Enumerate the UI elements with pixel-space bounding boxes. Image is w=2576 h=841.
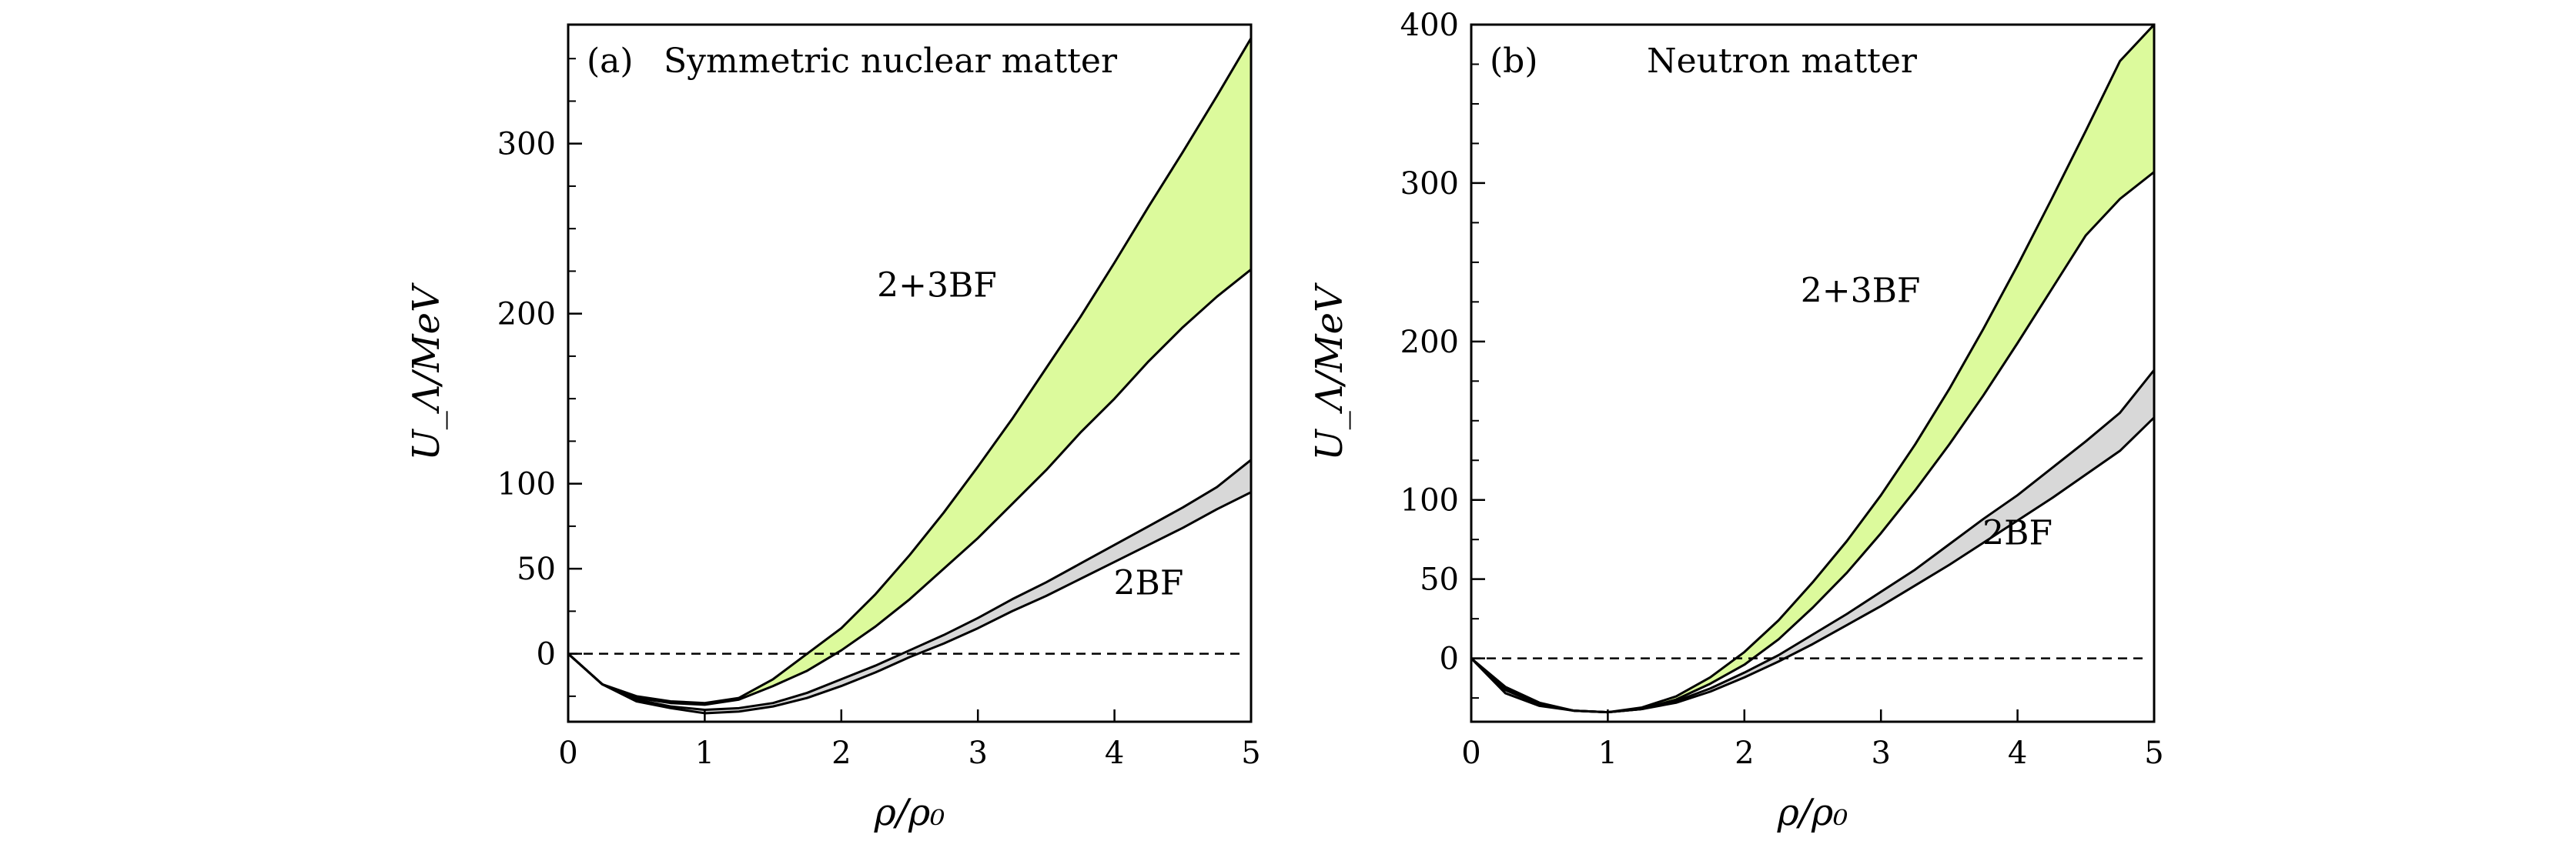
plot-area bbox=[568, 37, 1251, 715]
x-axis-title: ρ/ρ₀ bbox=[874, 791, 945, 834]
x-tick-label: 5 bbox=[1241, 736, 1260, 771]
band-2bf-lower-line bbox=[1471, 416, 2154, 714]
y-axis-title: U_Λ/MeV bbox=[405, 282, 448, 461]
y-tick-label: 100 bbox=[497, 467, 556, 502]
y-tick-label: 400 bbox=[1400, 8, 1459, 43]
y-tick-label: 300 bbox=[497, 127, 556, 162]
y-tick-label: 200 bbox=[497, 297, 556, 332]
band-label-3bf: 2+3BF bbox=[1801, 271, 1921, 310]
x-axis-title: ρ/ρ₀ bbox=[1777, 791, 1848, 834]
y-tick-label: 100 bbox=[1400, 483, 1459, 519]
band-2bf-upper-line bbox=[568, 459, 1251, 712]
x-tick-label: 2 bbox=[831, 736, 851, 771]
band-label-3bf: 2+3BF bbox=[877, 266, 997, 305]
plot-frame bbox=[1470, 23, 2156, 723]
panel-label: (b) bbox=[1490, 42, 1538, 81]
y-tick-label: 50 bbox=[517, 552, 556, 587]
plot-frame bbox=[567, 23, 1253, 723]
x-tick-label: 2 bbox=[1735, 736, 1754, 771]
band-3bf-fill bbox=[568, 38, 1251, 705]
x-tick-label: 3 bbox=[968, 736, 987, 771]
y-axis-title: U_Λ/MeV bbox=[1308, 282, 1351, 461]
band-2bf-lower-line bbox=[568, 491, 1251, 715]
x-tick-label: 1 bbox=[1598, 736, 1618, 771]
y-tick-label: 0 bbox=[1440, 642, 1459, 677]
y-tick-label: 0 bbox=[537, 637, 556, 672]
panel-title: Symmetric nuclear matter bbox=[664, 42, 1118, 81]
y-tick-label: 200 bbox=[1400, 325, 1459, 360]
x-tick-label: 5 bbox=[2144, 736, 2163, 771]
x-tick-label: 3 bbox=[1871, 736, 1890, 771]
x-tick-label: 0 bbox=[558, 736, 577, 771]
band-label-2bf: 2BF bbox=[1982, 513, 2052, 552]
plot-area bbox=[1471, 25, 2154, 714]
panel-label: (a) bbox=[587, 42, 634, 81]
x-tick-label: 0 bbox=[1461, 736, 1480, 771]
x-tick-label: 4 bbox=[2008, 736, 2027, 771]
band-3bf-lower-line bbox=[568, 269, 1251, 706]
x-tick-label: 1 bbox=[695, 736, 714, 771]
x-tick-label: 4 bbox=[1105, 736, 1124, 771]
y-tick-label: 50 bbox=[1420, 562, 1459, 598]
y-tick-label: 300 bbox=[1400, 166, 1459, 202]
band-3bf-upper-line bbox=[568, 37, 1251, 705]
panel-title: Neutron matter bbox=[1647, 42, 1918, 81]
band-label-2bf: 2BF bbox=[1114, 563, 1184, 602]
